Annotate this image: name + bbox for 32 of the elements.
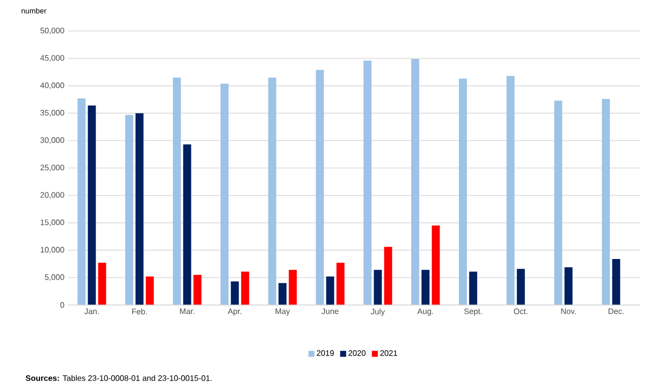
bar <box>288 270 297 305</box>
bar <box>602 98 610 305</box>
bar <box>183 144 192 305</box>
bar <box>564 267 573 305</box>
bar <box>411 58 420 305</box>
bar <box>193 274 202 305</box>
bar <box>230 281 239 305</box>
bar <box>458 78 467 305</box>
bar <box>374 270 382 305</box>
bar <box>316 70 324 305</box>
bar <box>612 258 620 305</box>
bar <box>241 272 250 305</box>
bar <box>98 262 106 305</box>
bar <box>278 283 287 305</box>
bar <box>88 106 96 305</box>
bar <box>384 246 392 305</box>
bar <box>422 270 430 305</box>
bar <box>516 268 525 305</box>
bar <box>364 60 372 305</box>
bar <box>146 276 154 305</box>
bar <box>78 98 86 305</box>
bar <box>554 100 562 305</box>
bar <box>136 113 144 305</box>
bar <box>220 84 229 305</box>
bar <box>432 226 440 305</box>
bar <box>326 276 334 305</box>
bar <box>125 114 134 305</box>
bar <box>336 262 344 305</box>
bar <box>506 76 515 305</box>
bar <box>469 272 478 305</box>
bar <box>268 78 276 305</box>
bar <box>172 78 181 305</box>
